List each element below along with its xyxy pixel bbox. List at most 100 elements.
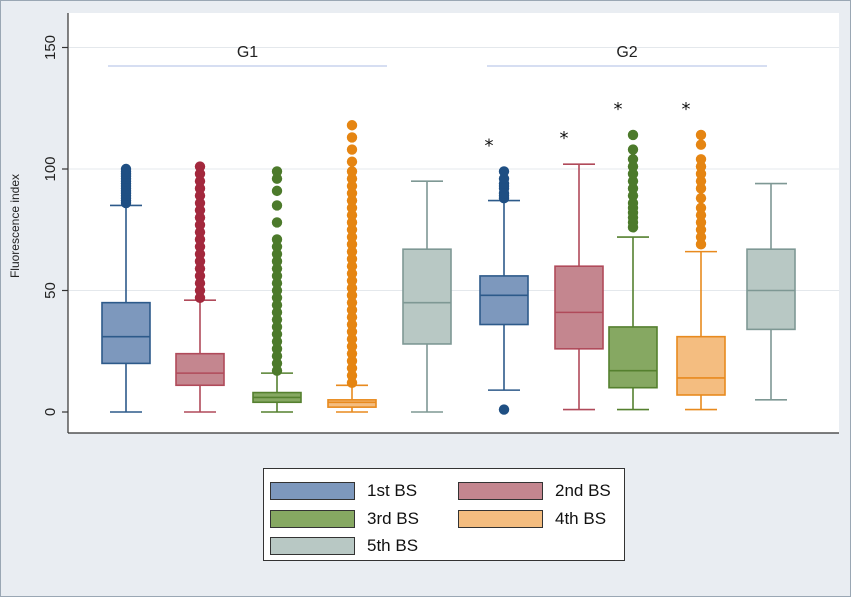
- iqr-box: [746, 248, 796, 331]
- outlier-point: [695, 192, 707, 204]
- outlier-point: [695, 168, 707, 180]
- outlier-point: [271, 321, 283, 333]
- outlier-point: [271, 299, 283, 311]
- y-axis-label: Fluorescence index: [8, 174, 22, 278]
- legend-swatch-4th-bs: [458, 510, 543, 528]
- outlier-point: [271, 217, 283, 228]
- legend-item-2nd-bs: 2nd BS: [458, 480, 611, 502]
- outlier-point: [346, 195, 358, 206]
- outlier-point: [695, 183, 707, 194]
- outlier-point: [271, 365, 283, 376]
- outlier-point: [627, 129, 639, 141]
- box-3rd-bs-g2: *: [608, 99, 658, 411]
- iqr-box: [402, 248, 452, 345]
- outlier-point: [627, 183, 639, 194]
- box-5th-bs-g1: [402, 180, 452, 413]
- outlier-point: [695, 217, 707, 228]
- y-tick-label: 50: [42, 282, 59, 299]
- outlier-point: [346, 333, 358, 345]
- outlier-point: [627, 144, 639, 155]
- outlier-point: [194, 248, 206, 260]
- outlier-point: [271, 248, 283, 260]
- outlier-point: [194, 212, 206, 223]
- iqr-box: [676, 335, 726, 396]
- y-tick-label: 150: [42, 35, 59, 60]
- outlier-point: [346, 224, 358, 235]
- outlier-point: [695, 224, 707, 235]
- iqr-box: [479, 275, 529, 326]
- outlier-point: [346, 188, 358, 199]
- outlier-point: [346, 209, 358, 221]
- outlier-point: [346, 253, 358, 265]
- outlier-point: [346, 363, 358, 374]
- outlier-point: [346, 355, 358, 367]
- outlier-point: [346, 180, 358, 192]
- legend-label: 2nd BS: [555, 481, 611, 500]
- outlier-point: [695, 139, 707, 150]
- y-axis: 0 50 100 150: [42, 35, 68, 416]
- legend-item-3rd-bs: 3rd BS: [270, 508, 419, 530]
- outlier-point: [194, 278, 206, 289]
- outlier-point: [346, 341, 358, 352]
- outlier-point: [695, 154, 707, 165]
- outlier-point: [346, 312, 358, 323]
- outlier-point: [271, 256, 283, 267]
- outlier-point: [695, 239, 707, 250]
- box-3rd-bs-g1: [252, 166, 302, 413]
- outlier-point: [346, 268, 358, 279]
- outlier-point: [346, 144, 358, 155]
- outlier-point: [194, 226, 206, 238]
- outlier-point: [346, 348, 358, 359]
- box-1st-bs-g1: [101, 163, 151, 413]
- iqr-box: [175, 352, 225, 387]
- outlier-point: [346, 239, 358, 250]
- outlier-point: [271, 292, 283, 303]
- outlier-point: [346, 173, 358, 184]
- legend-item-1st-bs: 1st BS: [270, 480, 417, 502]
- y-tick-label: 100: [42, 156, 59, 181]
- outlier-point: [627, 197, 639, 209]
- outlier-point: [194, 205, 206, 216]
- box-5th-bs-g2: [746, 182, 796, 401]
- outlier-point: [271, 166, 283, 177]
- outlier-point: [194, 263, 206, 274]
- outlier-point: [695, 161, 707, 172]
- outlier-point: [194, 241, 206, 252]
- outlier-point: [194, 197, 206, 209]
- outlier-point: [271, 314, 283, 325]
- outlier-point: [194, 256, 206, 267]
- outlier-point: [695, 202, 707, 214]
- significance-star: *: [682, 99, 691, 120]
- outlier-point: [271, 350, 283, 362]
- legend-label: 4th BS: [555, 509, 607, 528]
- outlier-point: [695, 231, 707, 243]
- iqr-box: [101, 301, 151, 365]
- legend-item-4th-bs: 4th BS: [458, 508, 606, 530]
- outlier-point: [346, 377, 358, 389]
- outlier-point: [271, 307, 283, 318]
- outlier-point: [194, 190, 206, 201]
- outlier-point: [194, 161, 206, 172]
- legend-item-5th-bs: 5th BS: [270, 535, 418, 557]
- outlier-point: [498, 173, 510, 184]
- group-label: G1: [237, 44, 258, 61]
- outlier-point: [194, 270, 206, 282]
- outlier-point: [498, 166, 510, 177]
- outlier-point: [346, 275, 358, 286]
- outlier-point: [271, 185, 283, 197]
- boxes: * * * *: [101, 99, 796, 415]
- box-2nd-bs-g1: [175, 161, 225, 413]
- outlier-point: [194, 219, 206, 231]
- outlier-point: [346, 202, 358, 214]
- outlier-point: [271, 173, 283, 184]
- outlier-point: [271, 241, 283, 252]
- outlier-point: [194, 183, 206, 194]
- outlier-point: [627, 154, 639, 165]
- legend-swatch-1st-bs: [270, 482, 355, 500]
- outlier-point: [346, 297, 358, 308]
- outlier-point: [346, 132, 358, 143]
- legend-label: 1st BS: [367, 481, 418, 500]
- legend-swatch-3rd-bs: [270, 510, 355, 528]
